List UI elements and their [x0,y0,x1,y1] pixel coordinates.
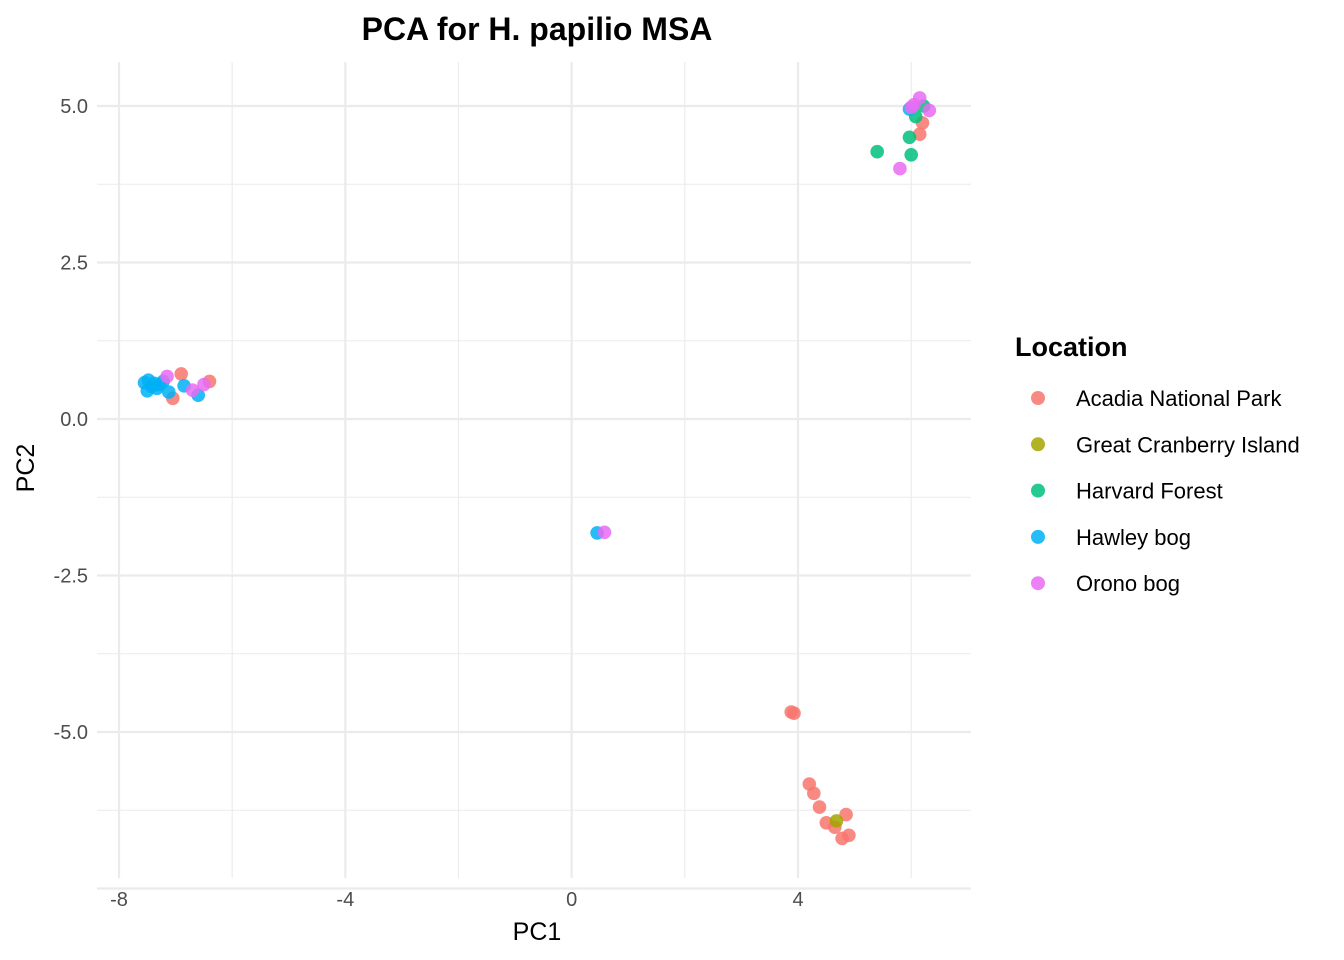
legend-label-acadia-national-park: Acadia National Park [1076,386,1282,411]
legend-label-hawley-bog: Hawley bog [1076,525,1191,550]
legend-item-great-cranberry-island: Great Cranberry Island [1031,432,1300,457]
legend-item-orono-bog: Orono bog [1031,571,1180,596]
point-acadia-national-park [812,800,827,814]
y-tick-label: 2.5 [60,253,88,275]
legend: Location Acadia National Park Great Cranb… [1015,332,1300,596]
legend-key-hawley-bog [1031,529,1045,544]
legend-label-great-cranberry-island: Great Cranberry Island [1076,432,1300,457]
y-axis-tick-labels: 5.0 2.5 0.0 -2.5 -5.0 [54,96,88,744]
y-tick-label: 5.0 [60,96,88,118]
legend-key-orono-bog [1031,576,1045,591]
point-orono-bog [160,369,174,384]
point-orono-bog [922,103,937,118]
point-orono-bog [197,377,211,392]
x-tick-label: 4 [792,889,803,911]
point-orono-bog [597,525,612,540]
point-acadia-national-park [807,786,821,801]
point-acadia-national-park [842,828,856,843]
point-harvard-forest [870,144,884,159]
legend-items: Acadia National Park Great Cranberry Isla… [1031,386,1300,596]
point-acadia-national-park [174,367,188,381]
major-gridlines [97,62,971,890]
chart-title: PCA for H. papilio MSA [362,11,713,47]
point-great-cranberry-island [829,814,844,828]
x-tick-label: -8 [110,889,128,911]
y-axis-title: PC2 [12,444,40,493]
legend-key-acadia-national-park [1031,391,1045,405]
data-points [137,91,937,846]
legend-item-harvard-forest: Harvard Forest [1031,479,1223,504]
x-tick-label: -4 [336,889,354,911]
point-orono-bog [893,161,907,176]
point-acadia-national-park [912,127,927,141]
x-tick-label: 0 [566,889,577,911]
point-hawley-bog [162,385,176,399]
legend-key-great-cranberry-island [1031,437,1045,452]
minor-gridlines [97,62,971,878]
x-axis-title: PC1 [513,918,562,946]
point-harvard-forest [904,148,918,162]
legend-key-harvard-forest [1031,483,1045,498]
x-axis-tick-labels: -8 -4 0 4 [110,889,803,911]
point-orono-bog [185,383,200,398]
legend-label-harvard-forest: Harvard Forest [1076,479,1223,504]
point-harvard-forest [902,130,917,145]
point-acadia-national-park [787,706,801,720]
legend-title: Location [1015,332,1128,362]
y-tick-label: -2.5 [54,566,88,588]
legend-item-acadia-national-park: Acadia National Park [1031,386,1282,411]
y-tick-label: 0.0 [60,409,88,431]
legend-item-hawley-bog: Hawley bog [1031,525,1191,550]
point-acadia-national-park [839,807,853,822]
y-tick-label: -5.0 [54,722,88,744]
legend-label-orono-bog: Orono bog [1076,571,1180,596]
point-orono-bog [912,91,927,105]
